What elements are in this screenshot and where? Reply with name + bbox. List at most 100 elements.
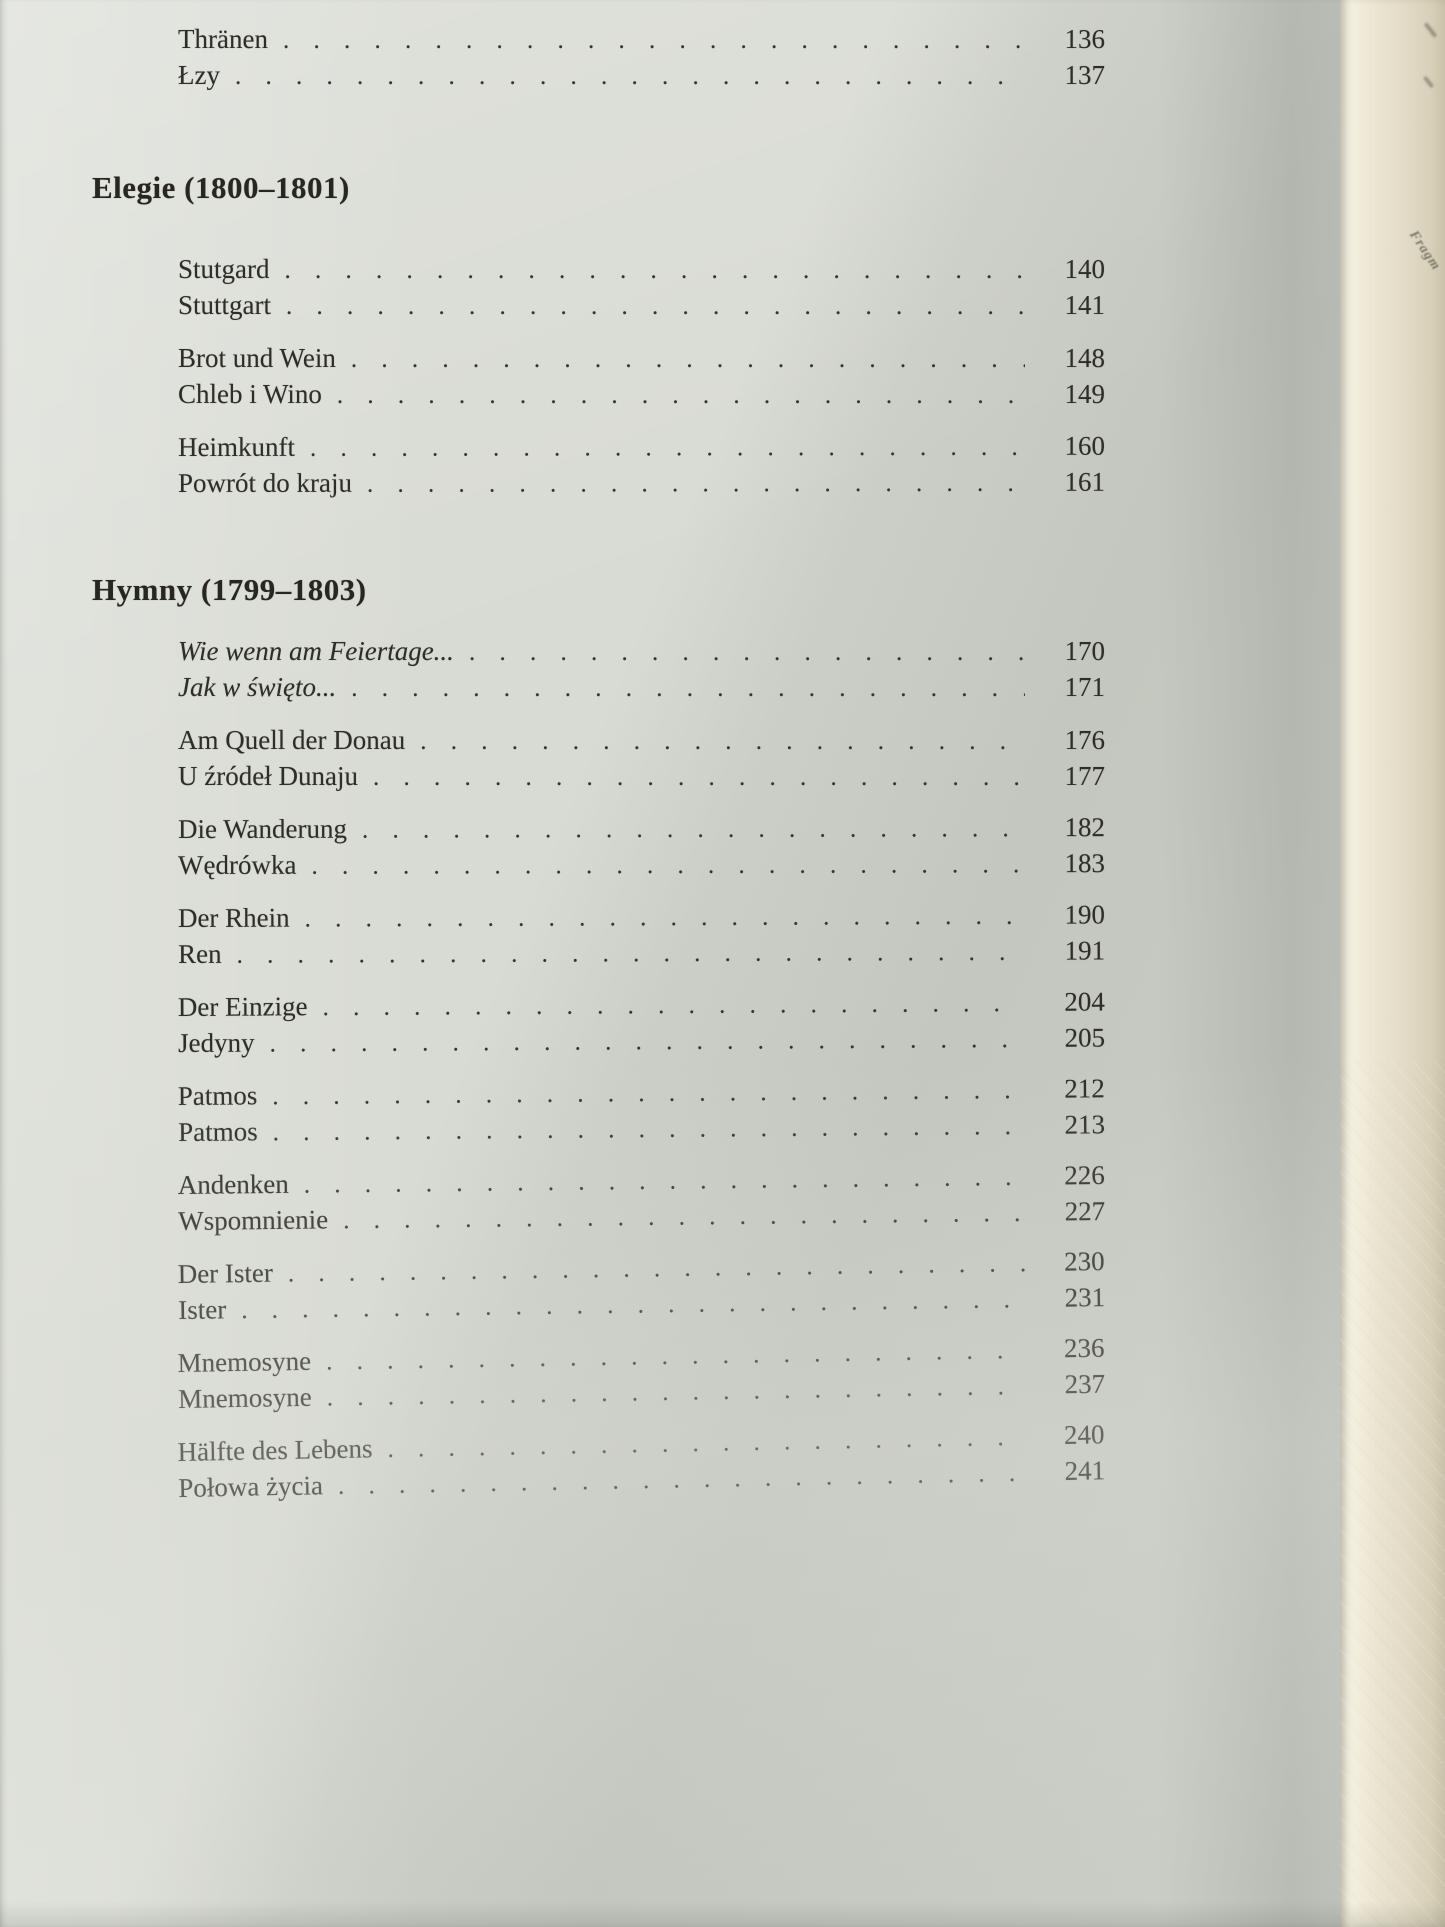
section-heading-elegie: Elegie (1800–1801) [92, 170, 350, 205]
toc-page: Thränen 136 Łzy 137 Elegie (1800–1801) S… [0, 0, 1345, 1927]
toc-row: Brot und Wein 148 [178, 343, 1105, 379]
dot-leader [283, 27, 1025, 55]
dot-leader [304, 1164, 1025, 1200]
toc-pair: Heimkunft 160 Powrót do kraju 161 [178, 431, 1105, 504]
toc-entry-page: 230 [1063, 1246, 1105, 1277]
toc-row: Patmos 213 [178, 1109, 1105, 1153]
toc-row: Der Einzige 204 [178, 986, 1105, 1028]
toc-entry-page: 177 [1064, 761, 1106, 791]
toc-entry-title: Chleb i Wino [178, 379, 322, 409]
toc-entry-title: Andenken [177, 1168, 289, 1201]
dot-leader [235, 63, 1025, 91]
toc-entry-title: Der Einzige [177, 991, 308, 1023]
toc-row: Thränen 136 [178, 24, 1105, 60]
toc-entry-page: 204 [1064, 986, 1105, 1017]
dot-leader [373, 764, 1025, 792]
dot-leader [343, 1200, 1025, 1235]
toc-entry-page: 183 [1064, 848, 1106, 879]
toc-row: Heimkunft 160 [178, 431, 1105, 468]
toc-entry-page: 160 [1064, 430, 1105, 461]
toc-entry-page: 213 [1064, 1109, 1106, 1140]
toc-entry-page: 170 [1064, 636, 1106, 666]
toc-entry-title: Der Ister [177, 1257, 274, 1290]
table-of-contents: Thränen 136 Łzy 137 Elegie (1800–1801) S… [0, 0, 1345, 1526]
toc-entry-title: U źródeł Dunaju [178, 761, 358, 791]
toc-entry-page: 141 [1064, 290, 1106, 320]
toc-entry-title: Wspomnienie [178, 1204, 329, 1236]
toc-entry-title: Thränen [178, 24, 268, 54]
toc-pair: Stutgard 140 Stuttgart 141 [178, 254, 1105, 326]
toc-entry-title: Połowa życia [178, 1470, 324, 1503]
toc-entry-page: 140 [1064, 254, 1106, 284]
toc-row: Stuttgart 141 [178, 290, 1105, 326]
toc-entry-title: Wie wenn am Feiertage... [178, 636, 454, 666]
dot-leader [351, 675, 1025, 703]
toc-entry-page: 240 [1063, 1419, 1105, 1450]
dot-leader [310, 434, 1025, 463]
dot-leader [367, 470, 1025, 499]
toc-entry-title: Powrót do kraju [178, 467, 353, 498]
dot-leader [273, 1113, 1026, 1147]
toc-entry-page: 226 [1064, 1159, 1105, 1191]
toc-entry-title: Am Quell der Donau [178, 725, 406, 755]
toc-pair: Thränen 136 Łzy 137 [178, 24, 1105, 96]
toc-row: Die Wanderung 182 [178, 812, 1105, 850]
toc-entry-title: Die Wanderung [177, 813, 348, 844]
toc-entry-title: Wędrówka [178, 849, 297, 880]
toc-entry-page: 137 [1064, 60, 1106, 90]
toc-section-intro: Thränen 136 Łzy 137 [0, 24, 1345, 96]
toc-entry-page: 236 [1063, 1332, 1105, 1364]
toc-entry-title: Stutgard [178, 254, 270, 284]
toc-entry-title: Brot und Wein [178, 343, 336, 373]
toc-entry-page: 148 [1064, 343, 1106, 373]
toc-row: Łzy 137 [178, 60, 1105, 96]
toc-row: Am Quell der Donau 176 [178, 725, 1105, 761]
dot-leader [241, 1286, 1025, 1325]
section-heading-hymny: Hymny (1799–1803) [92, 572, 367, 607]
dot-leader [288, 1250, 1025, 1288]
facing-page-edge: Fragm [1340, 0, 1445, 1927]
toc-pair: Patmos 212 Patmos 213 [178, 1073, 1106, 1153]
showthrough-mark [1422, 75, 1435, 89]
dot-leader [469, 639, 1025, 667]
showthrough-mark [1423, 22, 1438, 38]
toc-entry-title: Stuttgart [178, 290, 271, 320]
toc-entry-page: 182 [1064, 812, 1105, 843]
toc-pair: Die Wanderung 182 Wędrówka 183 [178, 812, 1105, 886]
toc-pair: Der Einzige 204 Jedyny 205 [178, 986, 1105, 1063]
toc-entry-title: Mnemosyne [178, 1381, 312, 1414]
dot-leader [286, 293, 1025, 321]
toc-entry-title: Ren [178, 938, 222, 969]
toc-row: Stutgard 140 [178, 254, 1105, 290]
toc-entry-page: 191 [1064, 935, 1106, 966]
toc-entry-page: 136 [1064, 24, 1106, 54]
toc-entry-page: 171 [1064, 672, 1106, 702]
toc-entry-title: Łzy [178, 60, 220, 90]
dot-leader [362, 815, 1025, 844]
toc-entry-title: Mnemosyne [177, 1345, 312, 1379]
toc-pair: Am Quell der Donau 176 U źródeł Dunaju 1… [178, 725, 1105, 797]
dot-leader [327, 1373, 1026, 1413]
dot-leader [237, 939, 1026, 970]
toc-entry-title: Patmos [178, 1116, 258, 1147]
toc-entry-title: Jedyny [178, 1027, 255, 1058]
toc-row: U źródeł Dunaju 177 [178, 761, 1105, 797]
toc-pair: Hälfte des Lebens 240 Połowa życia 241 [177, 1419, 1105, 1509]
toc-row: Ren 191 [178, 935, 1105, 975]
dot-leader [420, 728, 1025, 756]
toc-pair: Der Ister 230 Ister 231 [177, 1246, 1105, 1331]
toc-pair: Andenken 226 Wspomnienie 227 [178, 1160, 1106, 1242]
toc-row: Der Rhein 190 [178, 899, 1105, 939]
toc-pair: Brot und Wein 148 Chleb i Wino 149 [178, 343, 1105, 415]
toc-row: Chleb i Wino 149 [178, 379, 1105, 415]
toc-pair: Der Rhein 190 Ren 191 [178, 899, 1105, 975]
dot-leader [351, 346, 1025, 374]
toc-entry-page: 241 [1064, 1455, 1106, 1486]
toc-entry-title: Heimkunft [177, 431, 295, 462]
toc-row: Wie wenn am Feiertage... 170 [178, 636, 1105, 672]
toc-entry-page: 227 [1064, 1195, 1106, 1227]
toc-entry-page: 237 [1064, 1368, 1106, 1400]
toc-row: Wędrówka 183 [178, 848, 1105, 886]
toc-entry-page: 176 [1064, 725, 1106, 755]
